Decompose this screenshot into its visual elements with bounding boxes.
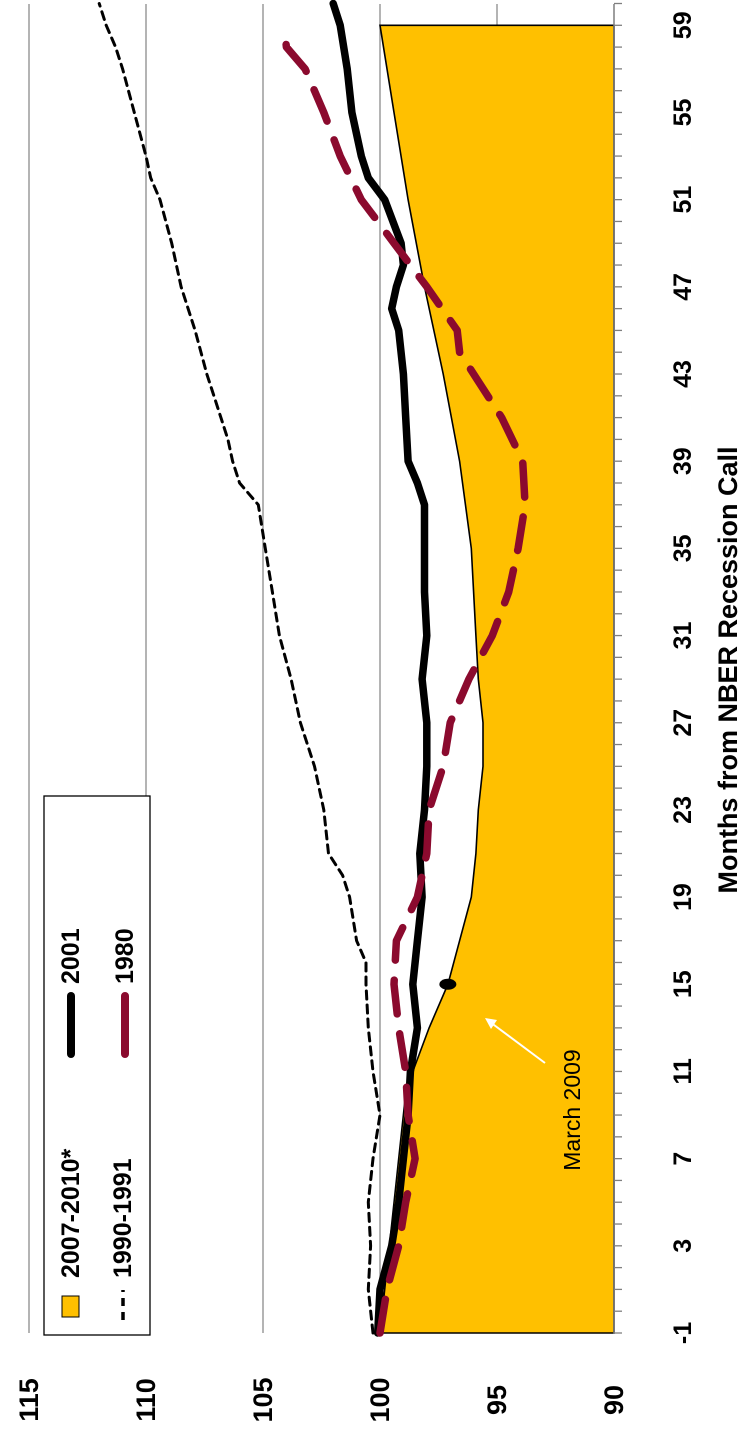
- x-tick-label-35: 35: [669, 534, 697, 562]
- legend-label-1990-1991: 1990-1991: [109, 1158, 137, 1278]
- x-tick-label-7: 7: [669, 1152, 697, 1166]
- legend-swatch-2007-2010: [61, 1295, 80, 1318]
- x-tick-label-23: 23: [669, 796, 697, 824]
- x-tick-label-39: 39: [669, 447, 697, 475]
- legend: [43, 795, 151, 1336]
- series-line-1990-1991: [97, 2, 382, 1335]
- x-tick-label-3: 3: [669, 1239, 697, 1253]
- annotation-march-2009: March 2009: [559, 1049, 585, 1170]
- y-tick-label-95: 95: [482, 1385, 512, 1415]
- legend-box: [43, 795, 151, 1336]
- x-axis-title: Months from NBER Recession Call: [713, 446, 741, 893]
- annotation-arrowhead: [485, 1018, 497, 1029]
- march-2009-marker: [439, 978, 457, 990]
- x-tick-label-31: 31: [669, 622, 697, 650]
- x-tick-label-55: 55: [669, 98, 697, 126]
- x-tick-label-59: 59: [669, 11, 697, 39]
- x-tick-label-19: 19: [669, 883, 697, 911]
- x-tick-label--1: -1: [669, 1322, 697, 1344]
- series-line-1980: [280, 21, 529, 1337]
- y-tick-label-110: 110: [131, 1378, 161, 1422]
- x-tick-label-27: 27: [669, 709, 697, 737]
- x-tick-label-15: 15: [669, 970, 697, 998]
- y-tick-label-105: 105: [248, 1377, 278, 1422]
- series-line-2001: [329, 0, 431, 1337]
- y-tick-label-115: 115: [14, 1378, 44, 1422]
- x-tick-label-51: 51: [669, 186, 697, 214]
- legend-label-2007-2010: 2007-2010*: [57, 1148, 85, 1278]
- x-tick-label-11: 11: [669, 1058, 697, 1085]
- annotation-arrow-line: [489, 1021, 546, 1064]
- legend-label-1980: 1980: [111, 928, 139, 984]
- x-tick-label-47: 47: [669, 273, 697, 301]
- y-tick-label-100: 100: [365, 1377, 395, 1422]
- y-tick-label-90: 90: [599, 1385, 629, 1415]
- legend-label-2001: 2001: [57, 928, 85, 984]
- x-tick-label-43: 43: [669, 360, 697, 388]
